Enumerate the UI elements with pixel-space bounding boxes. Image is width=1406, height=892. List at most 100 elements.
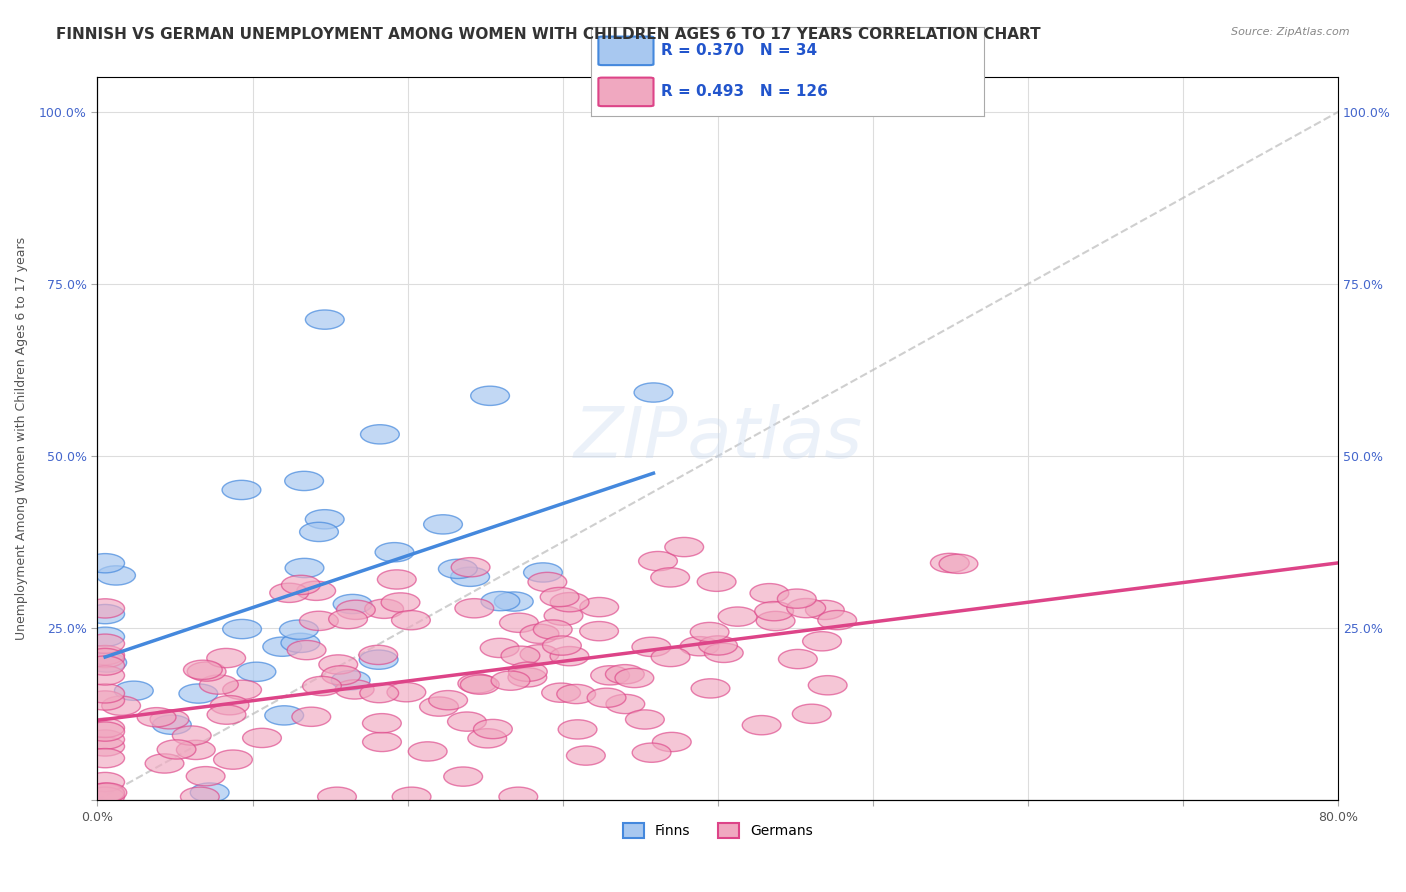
Ellipse shape (631, 637, 671, 657)
Ellipse shape (474, 719, 512, 739)
Ellipse shape (281, 575, 321, 595)
Ellipse shape (939, 554, 977, 574)
Ellipse shape (495, 592, 533, 611)
Ellipse shape (97, 566, 135, 585)
Ellipse shape (285, 471, 323, 491)
Ellipse shape (305, 310, 344, 329)
Ellipse shape (200, 675, 238, 694)
Ellipse shape (444, 767, 482, 786)
Ellipse shape (86, 737, 125, 756)
Ellipse shape (152, 715, 191, 734)
Ellipse shape (550, 647, 589, 665)
Ellipse shape (86, 784, 125, 804)
FancyBboxPatch shape (599, 37, 654, 65)
Ellipse shape (699, 636, 737, 655)
Ellipse shape (558, 720, 598, 739)
Ellipse shape (540, 588, 579, 607)
Ellipse shape (419, 697, 458, 716)
Text: FINNISH VS GERMAN UNEMPLOYMENT AMONG WOMEN WITH CHILDREN AGES 6 TO 17 YEARS CORR: FINNISH VS GERMAN UNEMPLOYMENT AMONG WOM… (56, 27, 1040, 42)
Ellipse shape (690, 623, 728, 641)
Ellipse shape (187, 662, 226, 681)
Ellipse shape (652, 732, 692, 752)
Ellipse shape (606, 665, 644, 684)
Ellipse shape (377, 570, 416, 589)
Ellipse shape (302, 676, 342, 696)
Ellipse shape (299, 611, 339, 631)
Ellipse shape (579, 622, 619, 640)
Ellipse shape (214, 750, 252, 769)
Ellipse shape (509, 662, 547, 681)
Ellipse shape (533, 620, 572, 640)
Ellipse shape (423, 515, 463, 534)
Text: R = 0.493   N = 126: R = 0.493 N = 126 (661, 85, 828, 99)
Ellipse shape (207, 705, 246, 724)
Ellipse shape (439, 559, 477, 579)
Ellipse shape (287, 640, 326, 660)
Ellipse shape (186, 766, 225, 786)
Ellipse shape (381, 593, 420, 612)
Ellipse shape (778, 589, 815, 608)
Ellipse shape (458, 673, 496, 693)
Ellipse shape (87, 653, 127, 673)
Ellipse shape (931, 553, 969, 573)
Ellipse shape (360, 683, 398, 703)
Ellipse shape (614, 668, 654, 688)
Ellipse shape (808, 675, 846, 695)
Ellipse shape (591, 665, 630, 685)
Ellipse shape (755, 601, 793, 621)
Ellipse shape (184, 660, 222, 680)
Ellipse shape (697, 572, 735, 591)
Ellipse shape (481, 591, 520, 611)
Ellipse shape (285, 558, 323, 578)
Ellipse shape (408, 742, 447, 761)
Ellipse shape (263, 637, 302, 657)
Ellipse shape (787, 599, 825, 618)
Ellipse shape (363, 732, 401, 752)
Text: R = 0.370   N = 34: R = 0.370 N = 34 (661, 44, 817, 58)
Ellipse shape (471, 386, 509, 406)
Ellipse shape (114, 681, 153, 700)
Ellipse shape (360, 425, 399, 444)
Ellipse shape (264, 706, 304, 725)
Ellipse shape (211, 696, 249, 714)
Y-axis label: Unemployment Among Women with Children Ages 6 to 17 years: Unemployment Among Women with Children A… (15, 237, 28, 640)
Ellipse shape (638, 551, 678, 571)
Ellipse shape (681, 637, 718, 656)
Ellipse shape (375, 542, 413, 562)
Ellipse shape (101, 696, 141, 715)
Ellipse shape (456, 599, 494, 618)
Ellipse shape (86, 554, 125, 573)
Ellipse shape (270, 583, 308, 602)
Ellipse shape (651, 568, 689, 587)
Ellipse shape (318, 787, 356, 806)
Text: ZIPatlas: ZIPatlas (574, 404, 862, 474)
Ellipse shape (543, 636, 581, 656)
Ellipse shape (297, 582, 336, 600)
Ellipse shape (508, 668, 547, 687)
Ellipse shape (460, 675, 499, 694)
Ellipse shape (336, 600, 375, 619)
Ellipse shape (742, 715, 780, 735)
Ellipse shape (305, 509, 344, 529)
Ellipse shape (491, 671, 530, 690)
Ellipse shape (756, 611, 794, 631)
Ellipse shape (451, 558, 489, 577)
Ellipse shape (544, 606, 583, 625)
Ellipse shape (180, 787, 219, 806)
Ellipse shape (292, 707, 330, 726)
Ellipse shape (818, 610, 856, 630)
Ellipse shape (86, 648, 125, 668)
Ellipse shape (157, 739, 195, 759)
Ellipse shape (86, 772, 125, 792)
Ellipse shape (499, 613, 538, 632)
Ellipse shape (86, 605, 125, 624)
Ellipse shape (86, 748, 125, 768)
Ellipse shape (322, 665, 360, 685)
Ellipse shape (299, 523, 339, 541)
Ellipse shape (179, 684, 218, 703)
Ellipse shape (704, 643, 744, 663)
Ellipse shape (481, 639, 519, 657)
Ellipse shape (626, 710, 664, 729)
Ellipse shape (335, 680, 374, 699)
Ellipse shape (651, 648, 690, 666)
